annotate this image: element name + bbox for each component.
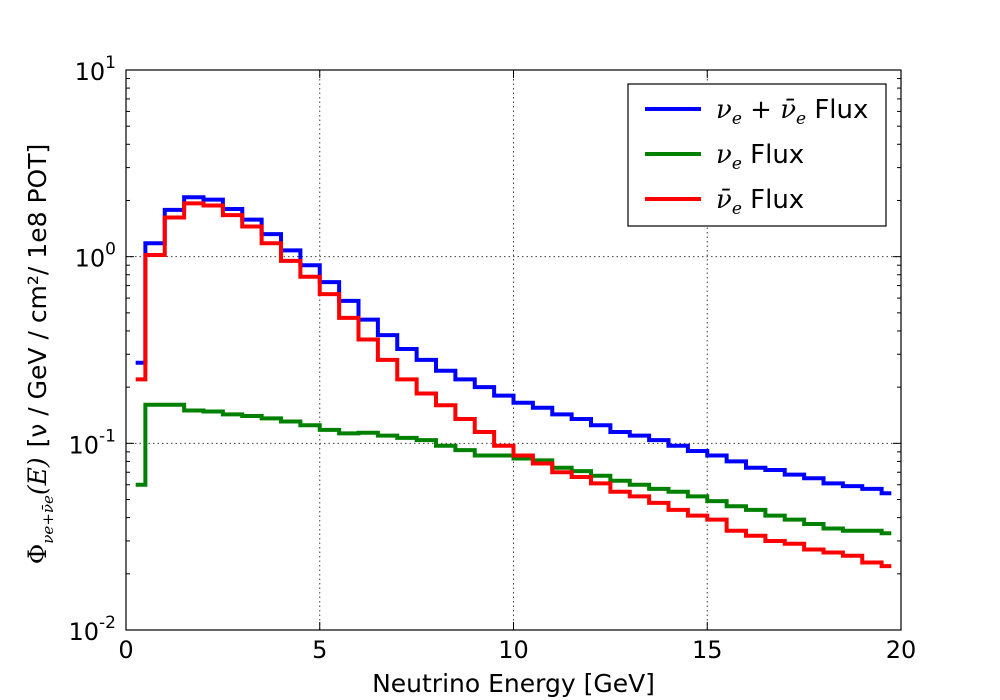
y-label-subscript: νe+ν̄e	[39, 495, 57, 544]
y-tick-label: 100	[75, 240, 116, 273]
series-lines	[135, 195, 892, 569]
series-line-3	[135, 201, 892, 569]
series-line-1	[135, 195, 892, 496]
x-tick-label: 0	[118, 636, 133, 664]
y-tick-label: 10-1	[69, 426, 117, 459]
x-tick-label: 10	[498, 636, 529, 664]
legend: νe + ν̄e Flux νe Flux ν̄e Flux	[627, 83, 887, 227]
x-axis-label: Neutrino Energy [GeV]	[372, 669, 655, 698]
y-tick-label: 10-2	[69, 613, 117, 646]
grid	[126, 70, 901, 630]
axis-ticks: 0 5 10 15 20 10-2 10-1 100 101	[69, 53, 917, 664]
legend-label-3: ν̄e Flux	[716, 185, 804, 219]
x-tick-label: 20	[886, 636, 917, 664]
x-tick-label: 15	[692, 636, 723, 664]
y-tick-label: 101	[75, 53, 116, 86]
series-line-2	[135, 402, 892, 536]
legend-label-1: νe + ν̄e Flux	[716, 95, 868, 129]
y-label-units: [ν / GeV / cm²/ 1e8 POT]	[23, 144, 52, 448]
y-label-argument: (E)	[23, 457, 52, 495]
legend-label-2: νe Flux	[716, 140, 804, 174]
y-label-phi: Φ	[23, 544, 52, 565]
x-tick-label: 5	[312, 636, 327, 664]
svg-text:Φνe+ν̄e(E)[ν / GeV / cm²/ 1e8: Φνe+ν̄e(E) [ν / GeV / cm²/ 1e8 POT]	[23, 144, 57, 564]
y-axis-label: Φνe+ν̄e(E) [ν / GeV / cm²/ 1e8 POT]	[23, 144, 57, 564]
